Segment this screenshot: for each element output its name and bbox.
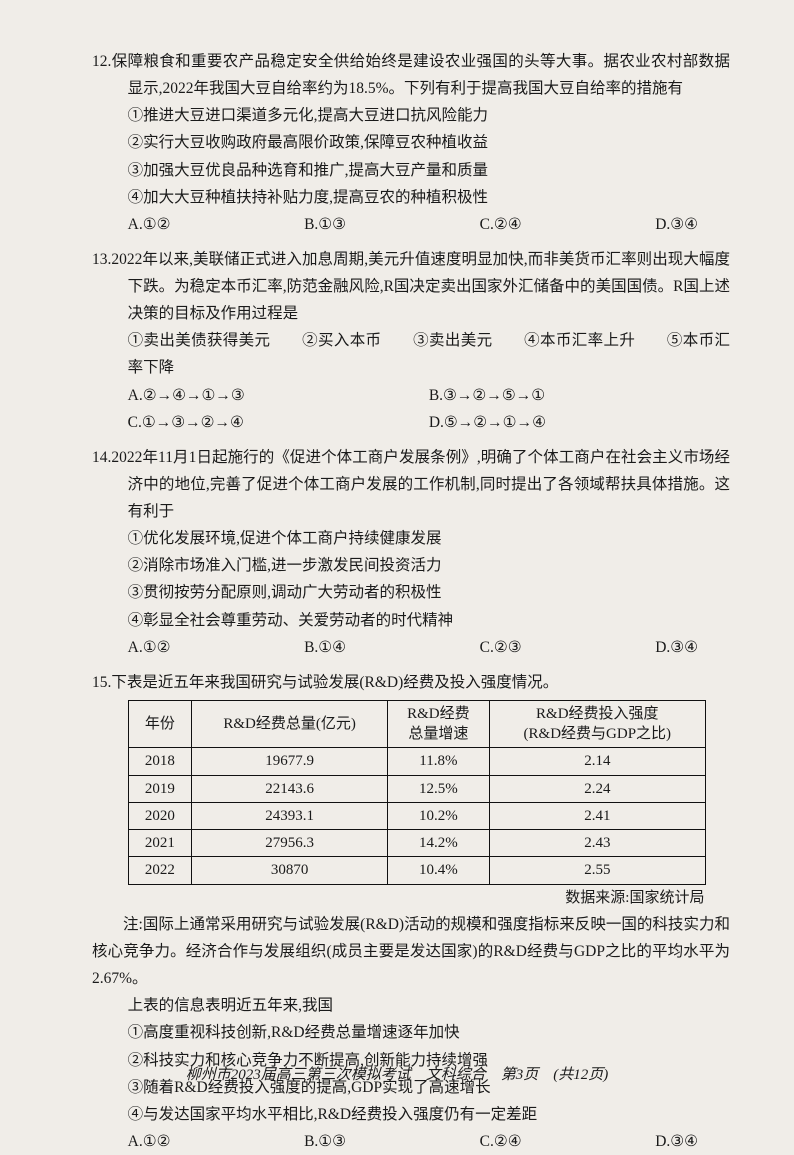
td: 2018 xyxy=(128,748,191,775)
q13-choice-d[interactable]: D.⑤→②→①→④ xyxy=(429,409,730,436)
q15-choice-a[interactable]: A.①② xyxy=(128,1128,171,1155)
q12-opt-3: ③加强大豆优良品种选育和推广,提高大豆产量和质量 xyxy=(92,157,730,184)
th-year: 年份 xyxy=(128,700,191,748)
q12-stem: 12.保障粮食和重要农产品稳定安全供给始终是建设农业强国的头等大事。据农业农村部… xyxy=(92,48,730,102)
td: 19677.9 xyxy=(192,748,388,775)
q12-opt-1: ①推进大豆进口渠道多元化,提高大豆进口抗风险能力 xyxy=(92,102,730,129)
th-intensity: R&D经费投入强度(R&D经费与GDP之比) xyxy=(489,700,705,748)
exam-page: 12.保障粮食和重要农产品稳定安全供给始终是建设农业强国的头等大事。据农业农村部… xyxy=(92,48,730,1155)
td: 11.8% xyxy=(388,748,490,775)
rd-table: 年份 R&D经费总量(亿元) R&D经费总量增速 R&D经费投入强度(R&D经费… xyxy=(128,700,706,885)
q12-choices: A.①② B.①③ C.②④ D.③④ xyxy=(92,211,698,238)
q13-choice-a[interactable]: A.②→④→①→③ xyxy=(128,382,429,409)
q15-choice-d[interactable]: D.③④ xyxy=(655,1128,698,1155)
q14-opt-1: ①优化发展环境,促进个体工商户持续健康发展 xyxy=(92,525,730,552)
q15-choice-c[interactable]: C.②④ xyxy=(480,1128,522,1155)
table-row: 2021 27956.3 14.2% 2.43 xyxy=(128,830,705,857)
q15-stem: 15.下表是近五年来我国研究与试验发展(R&D)经费及投入强度情况。 xyxy=(92,669,730,696)
q15-opt-4: ④与发达国家平均水平相比,R&D经费投入强度仍有一定差距 xyxy=(92,1101,730,1128)
q12-choice-c[interactable]: C.②④ xyxy=(480,211,522,238)
q14-choice-c[interactable]: C.②③ xyxy=(480,634,522,661)
td: 10.4% xyxy=(388,857,490,884)
q15-lead: 上表的信息表明近五年来,我国 xyxy=(92,992,730,1019)
q12-choice-b[interactable]: B.①③ xyxy=(304,211,346,238)
q13-choice-row-1: A.②→④→①→③ B.③→②→⑤→① xyxy=(92,382,730,409)
table-row: 2018 19677.9 11.8% 2.14 xyxy=(128,748,705,775)
table-row: 2020 24393.1 10.2% 2.41 xyxy=(128,802,705,829)
td: 2.41 xyxy=(489,802,705,829)
td: 2.43 xyxy=(489,830,705,857)
question-14: 14.2022年11月1日起施行的《促进个体工商户发展条例》,明确了个体工商户在… xyxy=(92,444,730,661)
page-footer: 柳州市2023届高三第三次模拟考试 文科综合 第3页 (共12页) xyxy=(0,1062,794,1088)
td: 30870 xyxy=(192,857,388,884)
td: 2021 xyxy=(128,830,191,857)
table-header-row: 年份 R&D经费总量(亿元) R&D经费总量增速 R&D经费投入强度(R&D经费… xyxy=(128,700,705,748)
q12-choice-d[interactable]: D.③④ xyxy=(655,211,698,238)
th-total: R&D经费总量(亿元) xyxy=(192,700,388,748)
q14-choices: A.①② B.①④ C.②③ D.③④ xyxy=(92,634,698,661)
table-row: 2019 22143.6 12.5% 2.24 xyxy=(128,775,705,802)
q15-note: 注:国际上通常采用研究与试验发展(R&D)活动的规模和强度指标来反映一国的科技实… xyxy=(92,911,730,992)
q14-choice-a[interactable]: A.①② xyxy=(128,634,171,661)
td: 2020 xyxy=(128,802,191,829)
q15-choice-b[interactable]: B.①③ xyxy=(304,1128,346,1155)
q14-opt-2: ②消除市场准入门槛,进一步激发民间投资活力 xyxy=(92,552,730,579)
th-growth: R&D经费总量增速 xyxy=(388,700,490,748)
q12-opt-2: ②实行大豆收购政府最高限价政策,保障豆农种植收益 xyxy=(92,129,730,156)
q14-choice-b[interactable]: B.①④ xyxy=(304,634,346,661)
table-row: 2022 30870 10.4% 2.55 xyxy=(128,857,705,884)
q15-table-wrap: 年份 R&D经费总量(亿元) R&D经费总量增速 R&D经费投入强度(R&D经费… xyxy=(92,700,730,885)
td: 2019 xyxy=(128,775,191,802)
td: 2.14 xyxy=(489,748,705,775)
q13-choice-row-2: C.①→③→②→④ D.⑤→②→①→④ xyxy=(92,409,730,436)
q14-stem: 14.2022年11月1日起施行的《促进个体工商户发展条例》,明确了个体工商户在… xyxy=(92,444,730,525)
table-caption: 数据来源:国家统计局 xyxy=(92,885,704,911)
td: 14.2% xyxy=(388,830,490,857)
q15-opt-1: ①高度重视科技创新,R&D经费总量增速逐年加快 xyxy=(92,1019,730,1046)
q14-choice-d[interactable]: D.③④ xyxy=(655,634,698,661)
q15-choices: A.①② B.①③ C.②④ D.③④ xyxy=(92,1128,698,1155)
q13-stem: 13.2022年以来,美联储正式进入加息周期,美元升值速度明显加快,而非美货币汇… xyxy=(92,246,730,327)
td: 24393.1 xyxy=(192,802,388,829)
td: 12.5% xyxy=(388,775,490,802)
td: 2.24 xyxy=(489,775,705,802)
q12-choice-a[interactable]: A.①② xyxy=(128,211,171,238)
q13-choice-b[interactable]: B.③→②→⑤→① xyxy=(429,382,730,409)
question-13: 13.2022年以来,美联储正式进入加息周期,美元升值速度明显加快,而非美货币汇… xyxy=(92,246,730,436)
q13-choice-c[interactable]: C.①→③→②→④ xyxy=(128,409,429,436)
td: 22143.6 xyxy=(192,775,388,802)
td: 2.55 xyxy=(489,857,705,884)
q13-number-line: ①卖出美债获得美元 ②买入本币 ③卖出美元 ④本币汇率上升 ⑤本币汇率下降 xyxy=(92,327,730,381)
q14-opt-3: ③贯彻按劳分配原则,调动广大劳动者的积极性 xyxy=(92,579,730,606)
q14-opt-4: ④彰显全社会尊重劳动、关爱劳动者的时代精神 xyxy=(92,607,730,634)
td: 27956.3 xyxy=(192,830,388,857)
q12-opt-4: ④加大大豆种植扶持补贴力度,提高豆农的种植积极性 xyxy=(92,184,730,211)
question-12: 12.保障粮食和重要农产品稳定安全供给始终是建设农业强国的头等大事。据农业农村部… xyxy=(92,48,730,238)
td: 2022 xyxy=(128,857,191,884)
td: 10.2% xyxy=(388,802,490,829)
